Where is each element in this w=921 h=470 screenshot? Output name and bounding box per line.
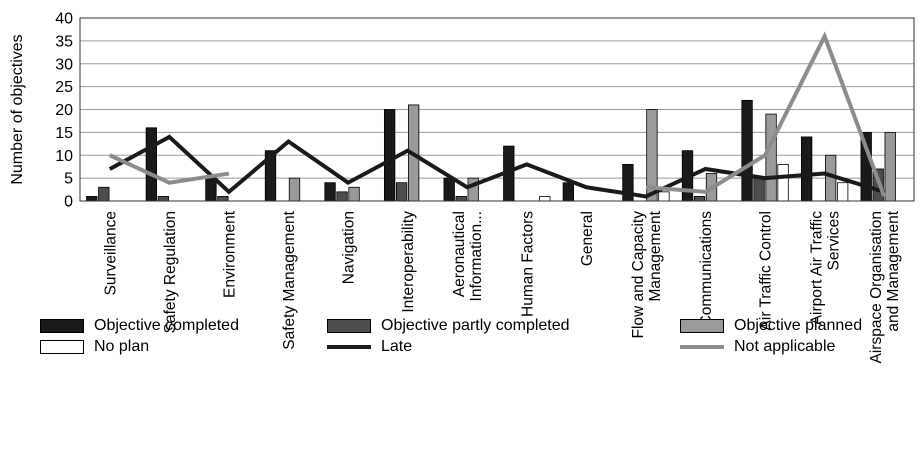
legend-item: Objective partly completed <box>327 316 570 336</box>
legend-item: Not applicable <box>680 337 835 357</box>
legend-swatch <box>680 319 724 333</box>
x-tick-label-line: Communications <box>698 211 715 327</box>
x-tick-label: Environment <box>221 210 238 298</box>
x-tick-label: Communications <box>698 211 715 327</box>
legend-swatch <box>680 340 724 354</box>
bar-objective-completed <box>741 99 753 202</box>
bar-objective-partly-completed <box>98 186 110 202</box>
legend-swatch <box>40 340 84 354</box>
legend-label: Objective planned <box>734 317 863 334</box>
x-tick-label-line: Safety Management <box>281 210 298 349</box>
y-tick-label: 5 <box>64 171 73 188</box>
x-tick-label-line: and Management <box>885 210 902 331</box>
bar-objective-partly-completed <box>395 182 408 202</box>
x-tick-label-line: Environment <box>221 210 238 298</box>
y-tick-label: 0 <box>64 194 73 211</box>
x-tick-label-line: Safety Regulation <box>162 211 179 333</box>
x-tick-label-line: Services <box>826 211 843 271</box>
legend-label: Objective partly completed <box>381 317 570 334</box>
x-tick-label: Safety Management <box>281 210 298 349</box>
y-tick-label: 10 <box>55 148 73 165</box>
bar-objective-partly-completed <box>693 196 706 202</box>
x-tick-label-line: General <box>579 211 596 266</box>
series-lines <box>108 31 887 199</box>
bar-objective-completed <box>562 182 575 202</box>
x-axis-labels: Surveillance Safety Regulation Environment… <box>102 210 902 363</box>
x-tick-label: Navigation <box>341 211 358 284</box>
bar-objective-completed <box>86 196 98 202</box>
x-tick-label-line: Management <box>647 210 664 301</box>
line-not-applicable <box>645 31 887 198</box>
x-tick-label-line: Navigation <box>341 211 358 284</box>
bar-objective-partly-completed <box>753 177 765 202</box>
x-tick-label: Airspace Organisation and Management <box>868 210 902 363</box>
bar-objective-completed <box>443 177 455 202</box>
x-tick-label-line: Information... <box>468 211 485 301</box>
legend-item: Objective completed <box>40 316 239 336</box>
bar-objective-planned <box>288 177 301 202</box>
line-late <box>108 134 885 199</box>
y-tick-label: 30 <box>55 56 73 73</box>
bar-objective-partly-completed <box>217 196 229 202</box>
legend-label: No plan <box>94 338 150 355</box>
bar-objective-partly-completed <box>336 191 348 202</box>
bar-objective-completed <box>383 109 396 202</box>
x-tick-label: Interoperability <box>400 211 417 313</box>
bar-objective-completed <box>800 136 813 202</box>
x-tick-label-line: Interoperability <box>400 211 417 313</box>
legend-label: Not applicable <box>734 338 836 355</box>
x-tick-label: Aeronautical Information... <box>451 211 485 301</box>
bar-objective-planned <box>348 186 360 202</box>
bar-objective-planned <box>765 113 777 202</box>
x-tick-label-line: Air Traffic Control <box>758 211 775 330</box>
legend: Objective completed Objective partly comp… <box>40 316 920 466</box>
bar-no-plan <box>539 196 551 202</box>
legend-swatch <box>40 319 84 333</box>
x-tick-label: Human Factors <box>519 211 536 317</box>
x-tick-label-line: Surveillance <box>102 211 119 295</box>
x-tick-label: Air Traffic Control <box>758 211 775 330</box>
x-tick-label-line: Airspace Organisation <box>868 211 885 364</box>
bar-objective-completed <box>145 127 158 202</box>
y-axis-label: Number of objectives <box>9 34 26 184</box>
x-tick-label-line: Airport Air Traffic <box>809 211 826 326</box>
bars <box>86 99 896 202</box>
legend-label: Late <box>381 338 413 355</box>
bar-objective-partly-completed <box>455 196 467 202</box>
plot-frame <box>79 17 915 202</box>
bar-objective-completed <box>205 177 217 202</box>
legend-item: Late <box>327 337 412 357</box>
legend-item: Objective planned <box>680 316 862 336</box>
x-tick-label-line: Aeronautical <box>451 211 468 297</box>
x-tick-label: General <box>579 211 596 266</box>
bar-objective-planned <box>884 131 896 202</box>
y-tick-label: 20 <box>55 102 73 119</box>
y-tick-label: 40 <box>55 11 73 28</box>
legend-swatch <box>327 319 371 333</box>
x-tick-label-line: Flow and Capacity <box>630 211 647 339</box>
y-tick-label: 25 <box>55 79 73 96</box>
bar-no-plan <box>658 191 670 202</box>
bar-objective-partly-completed <box>157 196 170 202</box>
y-tick-label: 15 <box>55 125 73 142</box>
x-tick-label: Surveillance <box>102 211 119 295</box>
x-tick-label: Airport Air Traffic Services <box>809 211 843 326</box>
y-tick-label: 35 <box>55 33 73 50</box>
x-tick-label: Safety Regulation <box>162 211 179 333</box>
legend-item: No plan <box>40 337 149 357</box>
bar-no-plan <box>777 163 789 202</box>
x-tick-label-line: Human Factors <box>519 211 536 317</box>
bar-objective-completed <box>324 182 336 202</box>
x-tick-label: Flow and Capacity Management <box>630 210 664 338</box>
bar-no-plan <box>836 182 849 202</box>
y-axis-ticks: 0 5 10 15 20 25 30 35 40 <box>55 11 73 211</box>
legend-label: Objective completed <box>94 317 239 334</box>
legend-swatch <box>327 340 371 354</box>
line-not-applicable <box>108 153 230 185</box>
